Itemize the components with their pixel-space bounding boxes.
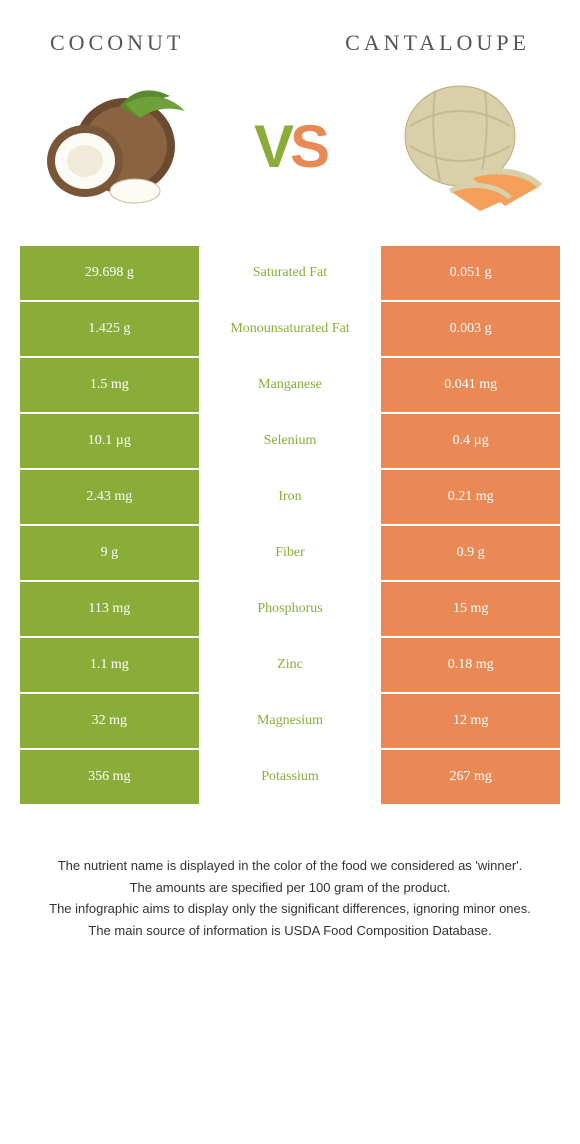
right-value-cell: 0.003 g: [381, 302, 560, 356]
table-row: 32 mgMagnesium12 mg: [20, 694, 560, 748]
nutrient-label-cell: Iron: [201, 470, 380, 524]
left-value-cell: 29.698 g: [20, 246, 199, 300]
left-value-cell: 1.425 g: [20, 302, 199, 356]
nutrient-label-cell: Magnesium: [201, 694, 380, 748]
right-value-cell: 15 mg: [381, 582, 560, 636]
nutrient-label-cell: Zinc: [201, 638, 380, 692]
table-row: 9 gFiber0.9 g: [20, 526, 560, 580]
footer-line: The nutrient name is displayed in the co…: [30, 856, 550, 876]
vs-label: VS: [254, 112, 326, 181]
right-value-cell: 12 mg: [381, 694, 560, 748]
images-row: VS: [0, 66, 580, 246]
right-value-cell: 0.9 g: [381, 526, 560, 580]
table-row: 29.698 gSaturated Fat0.051 g: [20, 246, 560, 300]
nutrient-label-cell: Saturated Fat: [201, 246, 380, 300]
header: Coconut Cantaloupe: [0, 0, 580, 66]
nutrition-table: 29.698 gSaturated Fat0.051 g1.425 gMonou…: [20, 246, 560, 804]
left-value-cell: 113 mg: [20, 582, 199, 636]
left-value-cell: 10.1 µg: [20, 414, 199, 468]
coconut-icon: [30, 76, 200, 216]
nutrient-label-cell: Selenium: [201, 414, 380, 468]
footer-line: The main source of information is USDA F…: [30, 921, 550, 941]
right-value-cell: 0.4 µg: [381, 414, 560, 468]
left-value-cell: 2.43 mg: [20, 470, 199, 524]
footer-line: The infographic aims to display only the…: [30, 899, 550, 919]
nutrient-label-cell: Phosphorus: [201, 582, 380, 636]
footer-notes: The nutrient name is displayed in the co…: [0, 806, 580, 962]
table-row: 10.1 µgSelenium0.4 µg: [20, 414, 560, 468]
vs-v-letter: V: [254, 112, 290, 181]
right-value-cell: 267 mg: [381, 750, 560, 804]
left-value-cell: 1.5 mg: [20, 358, 199, 412]
vs-s-letter: S: [290, 112, 326, 181]
cantaloupe-icon: [380, 76, 550, 216]
right-value-cell: 0.18 mg: [381, 638, 560, 692]
nutrient-label-cell: Monounsaturated Fat: [201, 302, 380, 356]
table-row: 113 mgPhosphorus15 mg: [20, 582, 560, 636]
table-row: 1.1 mgZinc0.18 mg: [20, 638, 560, 692]
right-value-cell: 0.041 mg: [381, 358, 560, 412]
right-food-title: Cantaloupe: [345, 30, 530, 56]
left-value-cell: 1.1 mg: [20, 638, 199, 692]
table-row: 2.43 mgIron0.21 mg: [20, 470, 560, 524]
left-food-title: Coconut: [50, 30, 184, 56]
right-value-cell: 0.21 mg: [381, 470, 560, 524]
table-row: 1.5 mgManganese0.041 mg: [20, 358, 560, 412]
right-value-cell: 0.051 g: [381, 246, 560, 300]
nutrient-label-cell: Potassium: [201, 750, 380, 804]
table-row: 1.425 gMonounsaturated Fat0.003 g: [20, 302, 560, 356]
nutrient-label-cell: Fiber: [201, 526, 380, 580]
nutrient-label-cell: Manganese: [201, 358, 380, 412]
left-value-cell: 32 mg: [20, 694, 199, 748]
left-value-cell: 356 mg: [20, 750, 199, 804]
table-row: 356 mgPotassium267 mg: [20, 750, 560, 804]
left-value-cell: 9 g: [20, 526, 199, 580]
footer-line: The amounts are specified per 100 gram o…: [30, 878, 550, 898]
